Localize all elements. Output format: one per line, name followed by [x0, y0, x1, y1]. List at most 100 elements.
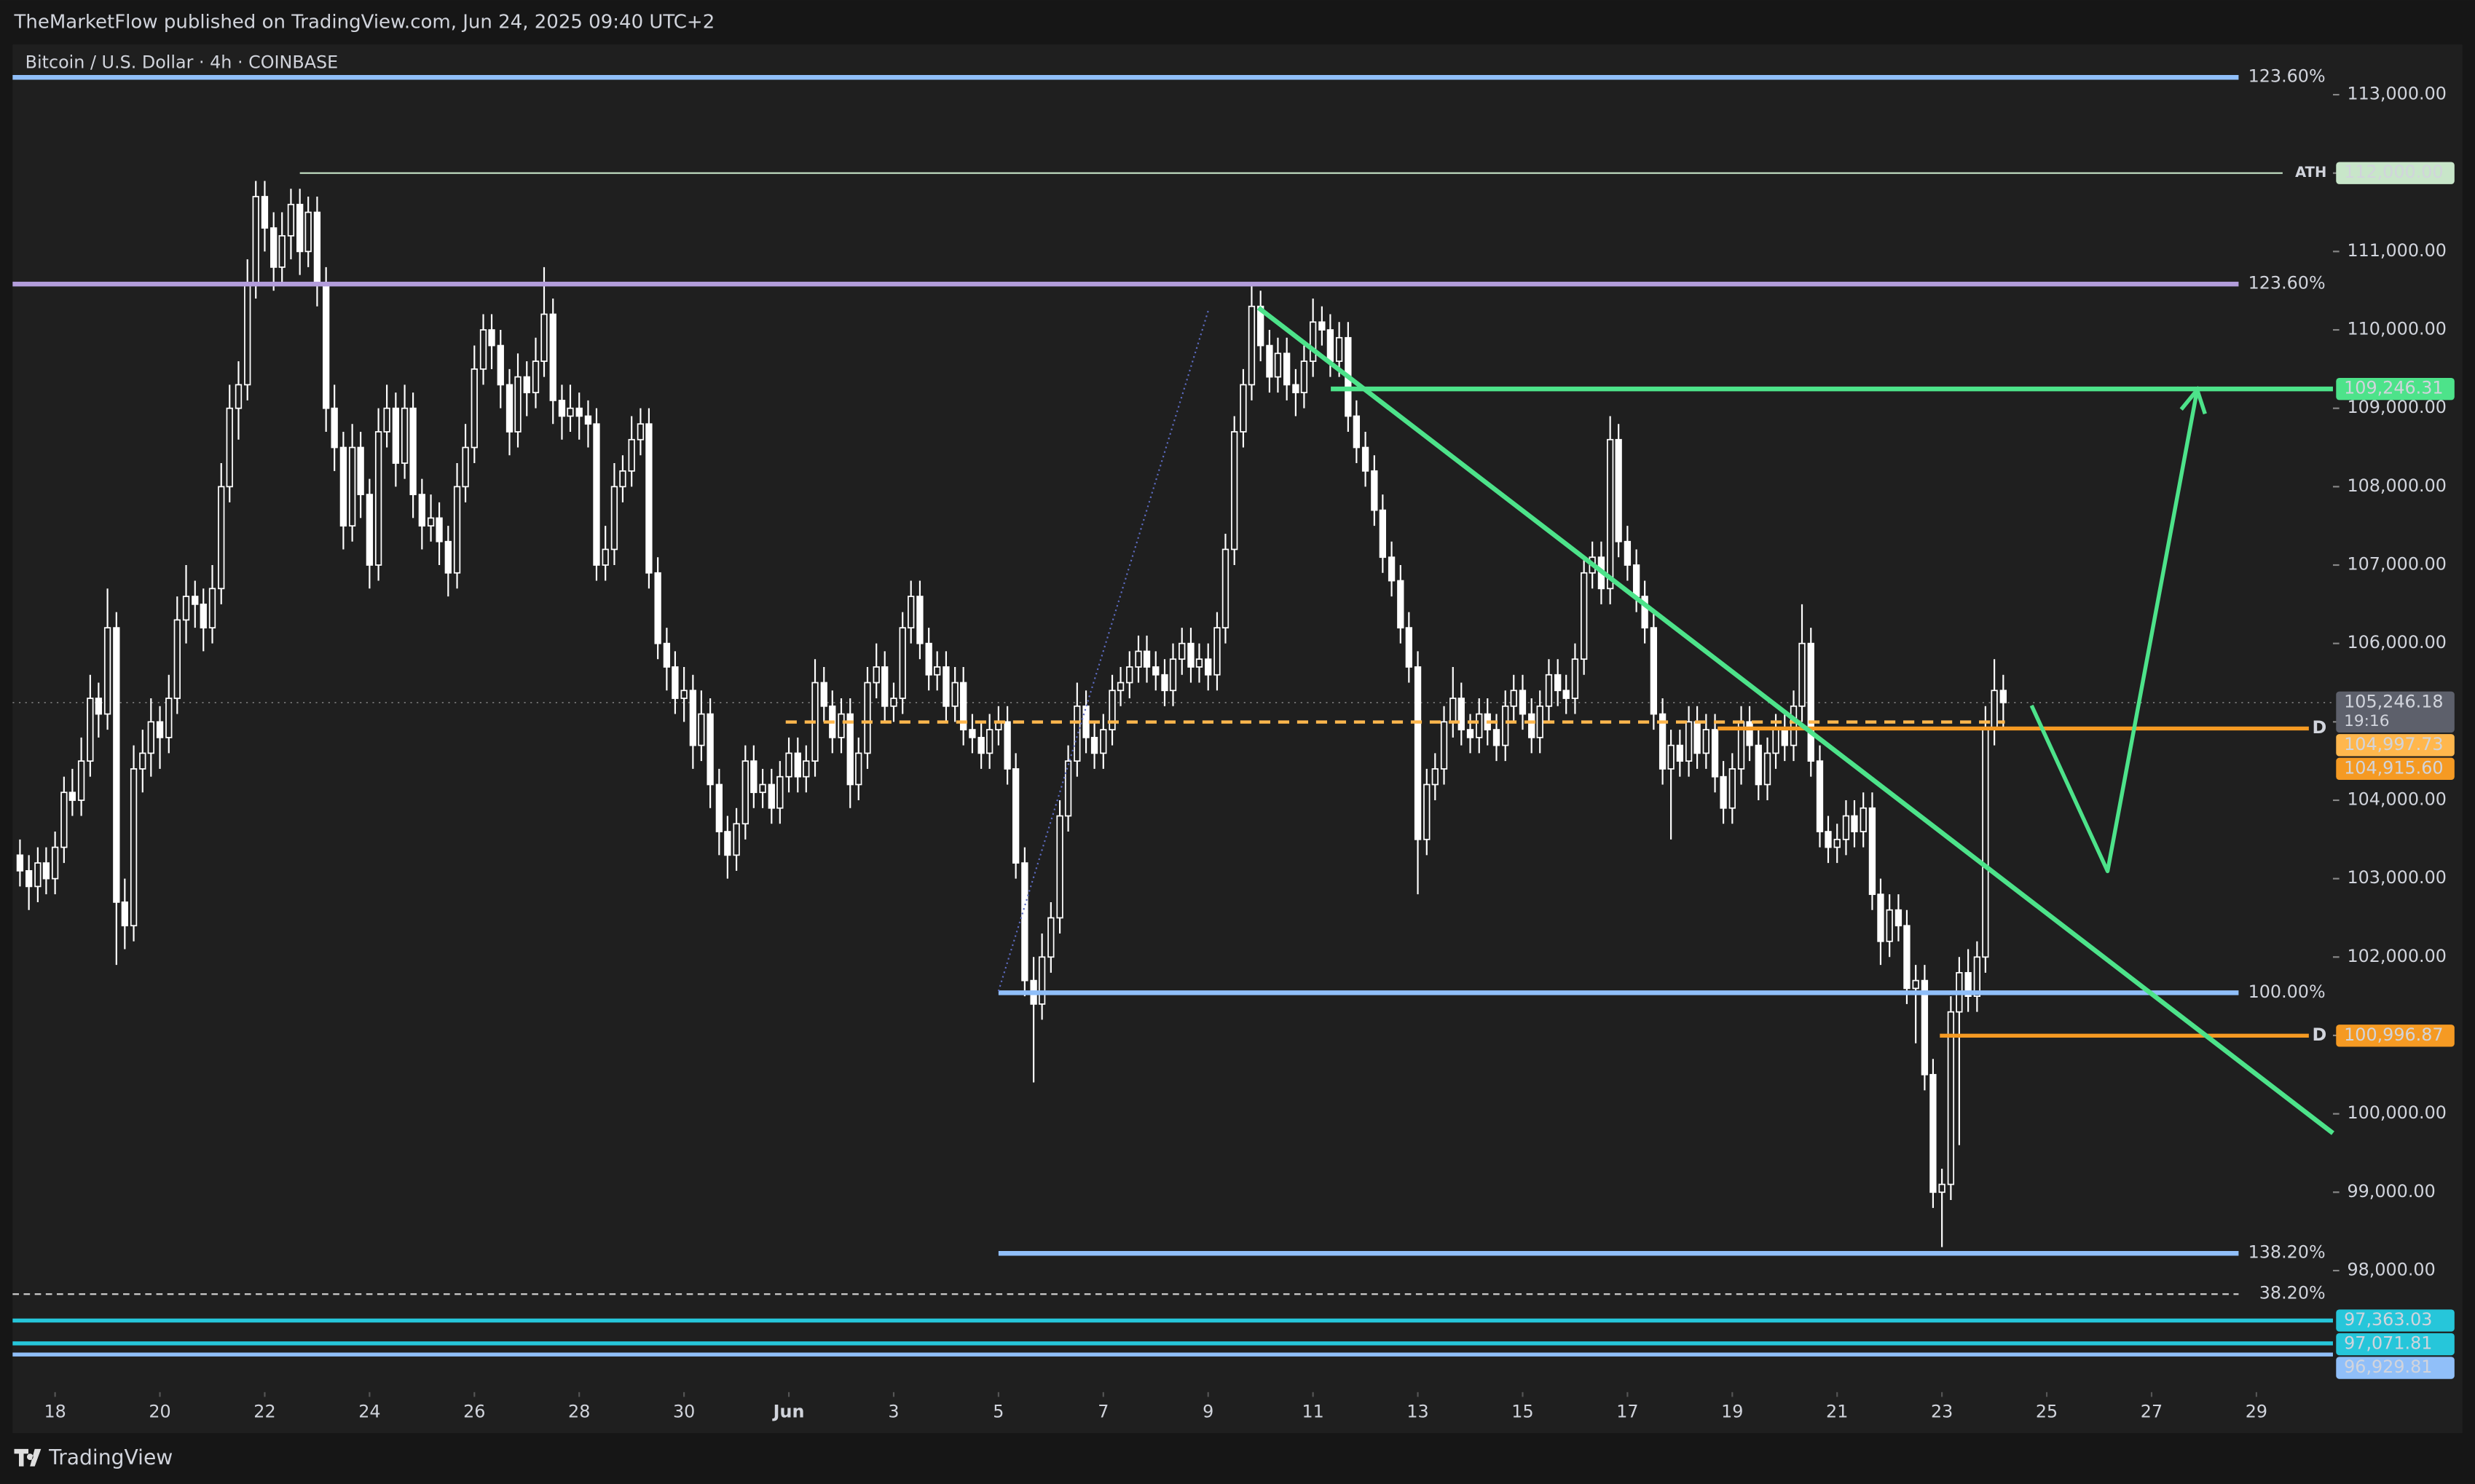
level-tag: D — [2313, 1025, 2327, 1045]
candle-body — [759, 784, 766, 794]
candle-body — [147, 721, 154, 754]
candle-body — [182, 596, 190, 621]
candle-body — [208, 588, 216, 628]
candle-body — [1274, 352, 1282, 378]
candle-body — [1510, 690, 1517, 707]
candle-body — [707, 713, 714, 786]
candle-body — [1440, 721, 1448, 770]
candle-body — [1886, 909, 1893, 942]
candle-body — [1658, 713, 1667, 770]
candle-body — [1938, 1183, 1945, 1193]
candle-body — [1161, 674, 1168, 692]
x-tick-label: 23 — [1931, 1402, 1953, 1422]
candle-body — [42, 862, 50, 880]
x-tick-label: 29 — [2246, 1402, 2267, 1422]
candle-body — [1109, 690, 1116, 730]
candle-body — [881, 666, 889, 707]
price-box-label: 97,363.03 — [2344, 1309, 2432, 1330]
candle-body — [1038, 956, 1046, 1005]
candle-body — [741, 760, 749, 825]
candle-body — [1169, 658, 1177, 692]
candle-body — [1492, 729, 1500, 746]
candle-body — [1074, 705, 1081, 762]
x-tick-label: 21 — [1826, 1402, 1848, 1422]
candle-body — [1449, 698, 1457, 723]
candle-body — [1300, 360, 1308, 394]
candle-body — [1973, 956, 1981, 997]
price-box — [2336, 1333, 2455, 1356]
candle-body — [1702, 729, 1709, 754]
candle-body — [1693, 721, 1701, 754]
candle-body — [392, 407, 400, 464]
price-box — [2336, 757, 2455, 781]
candle-body — [610, 486, 618, 550]
x-tick-label: 19 — [1721, 1402, 1743, 1422]
candle-body — [1781, 729, 1788, 746]
candle-body — [1423, 784, 1431, 840]
candle-body — [1021, 862, 1028, 982]
candle-body — [890, 698, 897, 707]
candle-body — [1825, 831, 1832, 848]
candle-body — [304, 211, 312, 253]
candle-body — [1326, 329, 1334, 362]
candle-body — [16, 854, 24, 872]
x-tick-label: 22 — [253, 1402, 275, 1422]
candle-body — [985, 729, 993, 754]
candle-body — [296, 203, 304, 253]
candle-body — [619, 470, 626, 488]
price-box — [2336, 1025, 2455, 1047]
candle-body — [25, 870, 33, 888]
candle-body — [820, 682, 827, 707]
candle-body — [1615, 438, 1622, 542]
level-tag: 123.60% — [2248, 66, 2326, 87]
candle-body — [1519, 690, 1527, 715]
y-tick-label: 99,000.00 — [2347, 1181, 2435, 1201]
candle-body — [776, 775, 784, 809]
candle-body — [1126, 666, 1133, 684]
candle-body — [1135, 650, 1142, 668]
candle-body — [514, 376, 522, 433]
level-tag: 138.20% — [2248, 1242, 2326, 1263]
candle-body — [1581, 572, 1588, 660]
candle-body — [584, 415, 592, 425]
candle-body — [1388, 556, 1396, 582]
candle-body — [156, 721, 164, 738]
x-tick-label: 17 — [1616, 1402, 1638, 1422]
price-box-label: 97,071.81 — [2344, 1333, 2432, 1354]
candle-body — [1457, 698, 1465, 730]
candle-body — [1763, 752, 1771, 786]
candle-body — [969, 729, 976, 738]
candle-body — [855, 752, 862, 786]
candle-body — [235, 384, 243, 409]
candle-body — [864, 682, 871, 754]
candle-body — [226, 407, 233, 488]
candle-body — [549, 313, 556, 401]
x-tick-label: 5 — [993, 1402, 1004, 1422]
candle-body — [1554, 674, 1562, 692]
y-tick-label: 111,000.00 — [2347, 240, 2446, 261]
candle-body — [34, 862, 42, 888]
candle-body — [261, 196, 269, 229]
level-tag: 123.60% — [2248, 273, 2326, 293]
logo-mark — [14, 1448, 42, 1467]
candle-body — [1536, 705, 1543, 738]
candle-body — [60, 792, 68, 848]
candle-body — [908, 596, 915, 628]
candle-body — [1964, 971, 1972, 997]
candle-body — [733, 823, 740, 856]
candle-body — [1711, 729, 1719, 778]
projection-arrow — [2029, 389, 2200, 874]
candle-body — [838, 713, 845, 738]
candle-body — [1335, 336, 1343, 362]
y-tick-label: 109,000.00 — [2347, 397, 2446, 417]
candle-body — [750, 760, 758, 794]
candle-body — [383, 407, 390, 433]
y-tick-label: 103,000.00 — [2347, 867, 2446, 888]
candle-body — [1676, 744, 1684, 762]
price-box-label: 112,000.00 — [2344, 162, 2443, 182]
candle-body — [1283, 352, 1291, 386]
candle-body — [331, 407, 338, 449]
candle-body — [479, 329, 487, 370]
candle-body — [846, 713, 854, 786]
candle-body — [960, 682, 967, 730]
